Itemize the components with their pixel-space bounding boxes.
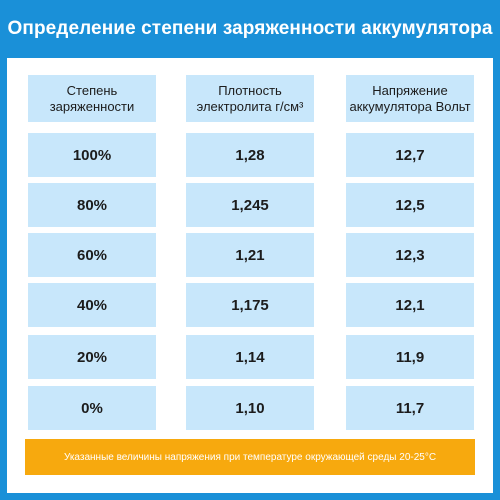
table-cell: 80%: [28, 183, 156, 227]
column-header: Плотность электролита г/см³: [186, 75, 314, 122]
column-header: Степень заряженности: [28, 75, 156, 122]
page-title: Определение степени заряженности аккумул…: [7, 18, 493, 39]
table-cell: 1,21: [186, 233, 314, 277]
table-cell: 12,3: [346, 233, 474, 277]
table-cell: 1,245: [186, 183, 314, 227]
column-header: Напряжение аккумулятора Вольт: [346, 75, 474, 122]
table-cell: 60%: [28, 233, 156, 277]
table-cell: 1,175: [186, 283, 314, 327]
table-cell: 20%: [28, 335, 156, 379]
table-cell: 1,28: [186, 133, 314, 177]
footnote-banner: Указанные величины напряжения при темпер…: [25, 439, 475, 475]
table-cell: 40%: [28, 283, 156, 327]
table-cell: 12,5: [346, 183, 474, 227]
table-cell: 11,7: [346, 386, 474, 430]
column-header-label: Напряжение аккумулятора Вольт: [349, 82, 471, 114]
table-cell: 12,1: [346, 283, 474, 327]
table-cell: 12,7: [346, 133, 474, 177]
table-cell: 100%: [28, 133, 156, 177]
table-cell: 1,10: [186, 386, 314, 430]
table-cell: 0%: [28, 386, 156, 430]
table-cell: 11,9: [346, 335, 474, 379]
table-cell: 1,14: [186, 335, 314, 379]
column-header-label: Степень заряженности: [49, 82, 135, 114]
column-header-label: Плотность электролита г/см³: [196, 82, 304, 114]
